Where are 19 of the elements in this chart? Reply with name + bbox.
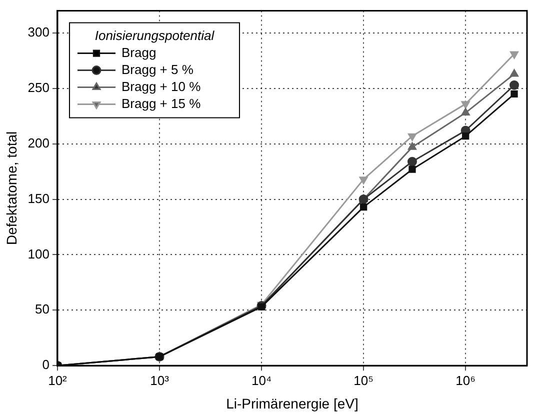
x-axis-title: Li-Primärenergie [eV] bbox=[226, 395, 358, 412]
legend-label: Bragg + 15 % bbox=[121, 96, 202, 111]
x-tick-label: 10⁵ bbox=[354, 372, 374, 388]
x-tick-label: 10² bbox=[48, 372, 68, 388]
y-tick-label: 300 bbox=[28, 24, 50, 40]
legend-title: Ionisierungspotential bbox=[94, 28, 216, 43]
y-tick-label: 100 bbox=[28, 246, 50, 262]
y-tick-label: 150 bbox=[28, 190, 50, 206]
x-tick-label: 10⁶ bbox=[456, 372, 476, 388]
x-tick-label: 10⁴ bbox=[252, 372, 272, 388]
legend-label: Bragg + 10 % bbox=[121, 78, 202, 94]
y-tick-label: 50 bbox=[35, 302, 50, 317]
y-tick-label: 250 bbox=[28, 80, 50, 95]
legend-label: Bragg + 5 % bbox=[121, 62, 194, 77]
y-axis-title: Defektatome, total bbox=[3, 131, 20, 246]
legend-label: Bragg bbox=[121, 44, 156, 60]
y-tick-label: 200 bbox=[28, 135, 50, 150]
x-tick-label: 10³ bbox=[150, 372, 170, 388]
y-tick-label: 0 bbox=[42, 357, 50, 372]
